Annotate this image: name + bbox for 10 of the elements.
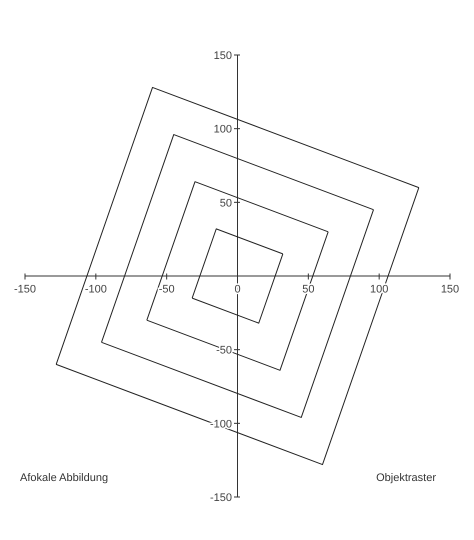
- annotation: Objektraster: [376, 472, 436, 484]
- y-tick-label: 50: [220, 197, 232, 210]
- annotation: Afokale Abbildung: [20, 472, 108, 484]
- y-tick-label: -150: [210, 492, 232, 504]
- x-tick-label: -150: [14, 284, 36, 296]
- x-tick-label: -50: [158, 284, 175, 296]
- x-tick-label: 150: [440, 284, 460, 296]
- y-tick-label: 150: [214, 50, 232, 62]
- x-tick-label: -100: [84, 284, 107, 296]
- y-tick-label: 100: [214, 124, 232, 136]
